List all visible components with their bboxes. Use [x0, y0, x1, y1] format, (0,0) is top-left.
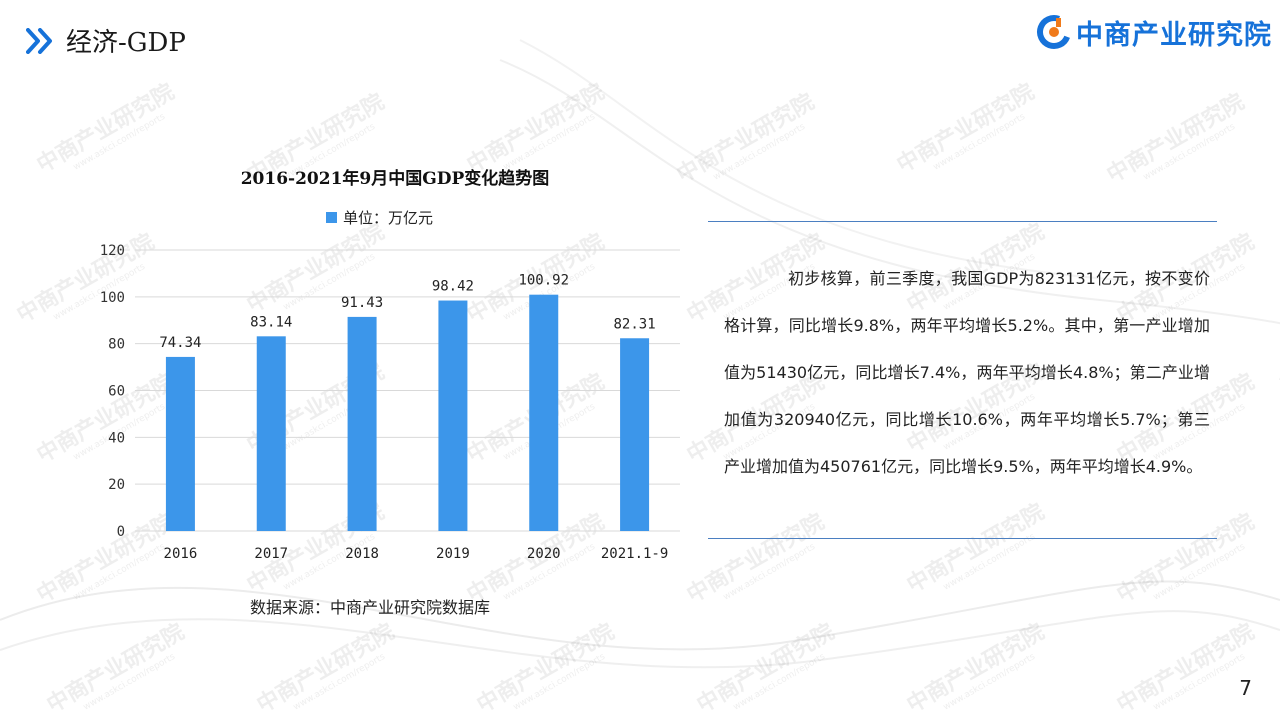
bar [256, 336, 286, 531]
data-label: 100.92 [518, 273, 569, 289]
data-label: 83.14 [250, 314, 292, 330]
x-tick-label: 2017 [254, 546, 288, 562]
legend-label: 单位：万亿元 [343, 209, 434, 227]
bar [438, 300, 468, 531]
company-logo: 中商产业研究院 [1036, 12, 1272, 52]
header: 经济-GDP 中商产业研究院 [0, 0, 1280, 80]
x-tick-label: 2021.1-9 [601, 546, 668, 562]
x-tick-label: 2020 [527, 546, 561, 562]
page-number: 7 [1239, 676, 1252, 700]
bar [620, 338, 650, 531]
y-tick-label: 40 [108, 430, 125, 446]
data-label: 74.34 [159, 335, 201, 351]
chart-title: 2016-2021年9月中国GDP变化趋势图 [240, 169, 550, 189]
x-tick-label: 2019 [436, 546, 470, 562]
y-tick-label: 80 [108, 337, 125, 353]
description-text: 初步核算，前三季度，我国GDP为823131亿元，按不变价格计算，同比增长9.8… [724, 269, 1210, 476]
data-label: 98.42 [432, 279, 474, 295]
bar [347, 316, 377, 531]
y-tick-label: 100 [100, 290, 125, 306]
y-tick-label: 0 [117, 524, 125, 540]
bar [529, 294, 559, 531]
y-tick-label: 120 [100, 243, 125, 259]
logo-mark-icon [1037, 15, 1071, 49]
legend-swatch [326, 212, 337, 223]
x-tick-label: 2016 [164, 546, 198, 562]
data-label: 91.43 [341, 295, 383, 311]
data-label: 82.31 [614, 316, 656, 332]
y-tick-label: 60 [108, 384, 125, 400]
chart-legend: 单位：万亿元 [326, 207, 433, 228]
divider-bottom [708, 538, 1217, 539]
section-title: 经济-GDP [66, 28, 186, 58]
logo-text: 中商产业研究院 [1076, 19, 1272, 51]
data-source: 数据来源：中商产业研究院数据库 [250, 598, 491, 617]
double-chevron-right-icon [26, 28, 52, 54]
y-tick-label: 20 [108, 477, 125, 493]
x-tick-label: 2018 [345, 546, 379, 562]
bar [165, 356, 195, 531]
divider-top [708, 221, 1217, 222]
